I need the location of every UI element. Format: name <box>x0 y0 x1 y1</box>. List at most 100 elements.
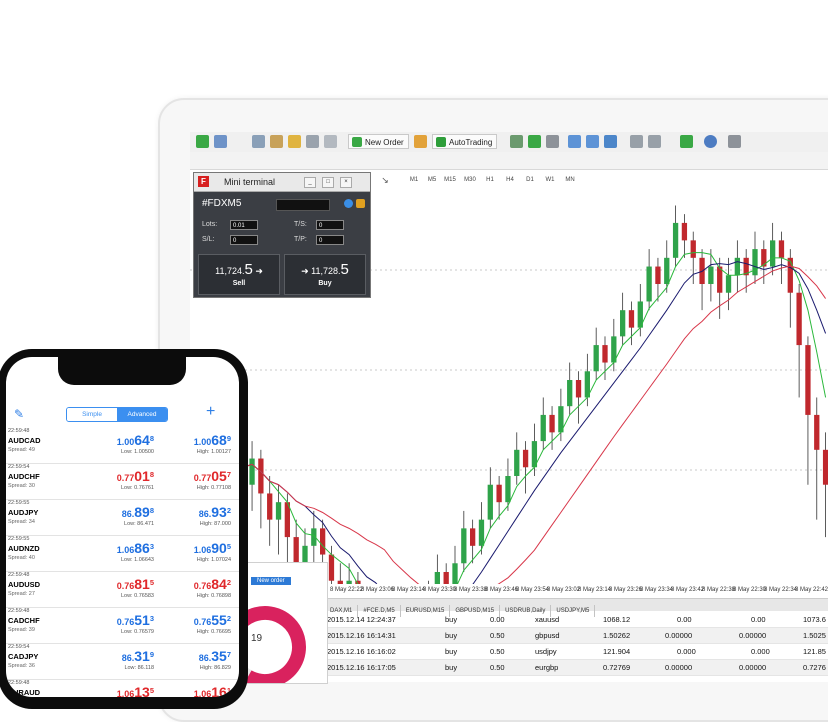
candle-body <box>531 441 538 468</box>
trade-price: 0.72769 <box>603 663 631 672</box>
list-item[interactable]: 22:59:55 AUDJPY Spread: 34 86.898 86.932 Low:… <box>6 499 239 536</box>
navigator-icon[interactable] <box>288 135 301 148</box>
candlestick-icon[interactable] <box>528 135 541 148</box>
buy-button[interactable]: ➜ 11,728.5 Buy <box>284 254 366 295</box>
timeframe-h1[interactable]: H1 <box>486 177 494 183</box>
table-row[interactable]: 2015.12.16 16:17:05 buy 0.50 eurgbp 0.72… <box>325 660 828 676</box>
quote-time: 22:59:55 <box>8 500 30 506</box>
timeframe-mn[interactable]: MN <box>565 177 575 183</box>
timeframe-m1[interactable]: M1 <box>409 177 419 183</box>
sell-button[interactable]: 11,724.5 ➜ Sell <box>198 254 280 295</box>
autotrading-button[interactable]: AutoTrading <box>432 134 498 149</box>
trade-sl: 0.000 <box>677 647 696 656</box>
profiles-icon[interactable] <box>214 135 227 148</box>
list-item[interactable]: 22:59:48 AUDCAD Spread: 49 1.00648 1.00689 Lo… <box>6 427 239 464</box>
tab-simple[interactable]: Simple <box>67 408 117 421</box>
sl-input[interactable]: 0 <box>230 235 258 245</box>
chart-tab[interactable]: DAX,M1 <box>325 605 359 617</box>
strategy-tester-icon[interactable] <box>324 135 337 148</box>
bid-prefix: 0.77 <box>116 473 135 483</box>
bar-chart-icon[interactable] <box>510 135 523 148</box>
close-icon[interactable]: × <box>340 177 352 188</box>
autoscroll-icon[interactable] <box>630 135 643 148</box>
list-item[interactable]: 22:59:55 AUDNZD Spread: 40 1.06863 1.06905 Lo… <box>6 535 239 572</box>
x-tick-label: 8 May 23:54 <box>516 587 550 593</box>
bid-prefix: 0.76 <box>116 581 135 591</box>
terminal-icon[interactable] <box>306 135 319 148</box>
list-item[interactable]: 22:59:54 AUDCHF Spread: 30 0.77018 0.77057 Lo… <box>6 463 239 500</box>
timeframe-d1[interactable]: D1 <box>526 177 534 183</box>
chart-tabs: DAX,M1 #FCE.D,M5 EURUSD,M15 GBPUSD,M15 USDRU… <box>325 598 828 617</box>
quote-low: Low: 86.118 <box>124 665 154 671</box>
new-order-button[interactable]: New Order <box>348 134 409 149</box>
bid-prefix: 0.76 <box>116 617 135 627</box>
trade-current: 1073.6 <box>803 615 826 624</box>
periods-icon[interactable] <box>704 135 717 148</box>
metaeditor-icon[interactable] <box>414 135 427 148</box>
tab-advanced[interactable]: Advanced <box>117 408 167 421</box>
quote-low: Low: 86.471 <box>124 521 154 527</box>
chart-tab[interactable]: #FCE.D,M5 <box>358 605 401 617</box>
quote-bid: 86.319 <box>122 648 154 664</box>
zoom-in-icon[interactable] <box>568 135 581 148</box>
chart-tab[interactable]: USDRUB,Daily <box>500 605 552 617</box>
symbol-selector[interactable] <box>276 199 330 211</box>
bid-pip: 9 <box>149 650 154 659</box>
view-mode-toggle[interactable]: Simple Advanced <box>66 407 168 422</box>
table-row[interactable]: 2015.12.16 16:14:31 buy 0.50 gbpusd 1.50… <box>325 628 828 644</box>
templates-icon[interactable] <box>728 135 741 148</box>
ts-input[interactable]: 0 <box>316 220 344 230</box>
list-item[interactable]: 22:59:48 AUDUSD Spread: 27 0.76815 0.76842 Lo… <box>6 571 239 608</box>
tp-input[interactable]: 0 <box>316 235 344 245</box>
mini-terminal-title: Mini terminal <box>224 177 276 187</box>
quote-high: High: 87.000 <box>199 521 231 527</box>
maximize-icon[interactable]: □ <box>322 177 334 188</box>
candle-body <box>328 554 335 581</box>
new-chart-icon[interactable] <box>196 135 209 148</box>
candle-body <box>620 310 626 337</box>
timeframe-m5[interactable]: M5 <box>427 177 437 183</box>
candle-body <box>708 266 714 284</box>
settings-icon[interactable] <box>356 199 365 208</box>
timeframe-m30[interactable]: M30 <box>464 177 476 183</box>
arrows-icon[interactable]: ↘ <box>381 175 389 185</box>
timeframe-w1[interactable]: W1 <box>545 177 555 183</box>
minimize-icon[interactable]: _ <box>304 177 316 188</box>
timeframe-h4[interactable]: H4 <box>506 177 514 183</box>
list-item[interactable]: 22:59:54 CADJPY Spread: 36 86.319 86.357 Low:… <box>6 643 239 680</box>
trade-time: 2015.12.16 16:17:05 <box>327 663 396 672</box>
list-item[interactable]: 22:59:48 CADCHF Spread: 39 0.76513 0.76552 Lo… <box>6 607 239 644</box>
timeframe-m15[interactable]: M15 <box>444 177 456 183</box>
mini-terminal-titlebar[interactable]: F Mini terminal _ □ × <box>194 173 370 192</box>
x-tick-label: 8 May 22:42 <box>795 587 828 593</box>
ask-prefix: 1.06 <box>193 545 212 555</box>
line-chart-icon[interactable] <box>546 135 559 148</box>
candle-body <box>522 449 529 468</box>
ask-pip: 2 <box>226 614 231 623</box>
edit-icon[interactable]: ✎ <box>14 407 25 421</box>
chart-tab[interactable]: USDJPY,M5 <box>551 605 596 617</box>
candle-body <box>743 257 749 276</box>
candle-body <box>267 493 273 520</box>
indicators-icon[interactable] <box>680 135 693 148</box>
table-row[interactable]: 2015.12.14 12:24:37 buy 0.00 xauusd 1068… <box>325 612 828 628</box>
market-watch-icon[interactable] <box>252 135 265 148</box>
quote-symbol: AUDUSD <box>8 580 41 589</box>
lots-input[interactable]: 0.01 <box>230 220 258 230</box>
info-icon[interactable] <box>344 199 353 208</box>
quote-symbol: EURAUD <box>8 688 41 697</box>
x-tick-label: 8 May 23:42 <box>671 587 705 593</box>
quote-symbol: CADJPY <box>8 652 39 661</box>
chart-tab[interactable]: GBPUSD,M15 <box>450 605 501 617</box>
zoom-out-icon[interactable] <box>586 135 599 148</box>
data-window-icon[interactable] <box>270 135 283 148</box>
candle-body <box>346 580 352 584</box>
chart-shift-icon[interactable] <box>648 135 661 148</box>
add-symbol-icon[interactable]: + <box>206 403 216 420</box>
chart-tab[interactable]: EURUSD,M15 <box>401 605 451 617</box>
tile-windows-icon[interactable] <box>604 135 617 148</box>
x-tick-label: 8 May 23:34 <box>640 587 674 593</box>
panel-tab[interactable]: New order <box>251 577 291 585</box>
quote-low: Low: 1.06643 <box>120 557 154 563</box>
table-row[interactable]: 2015.12.16 16:16:02 buy 0.50 usdjpy 121.… <box>325 644 828 660</box>
